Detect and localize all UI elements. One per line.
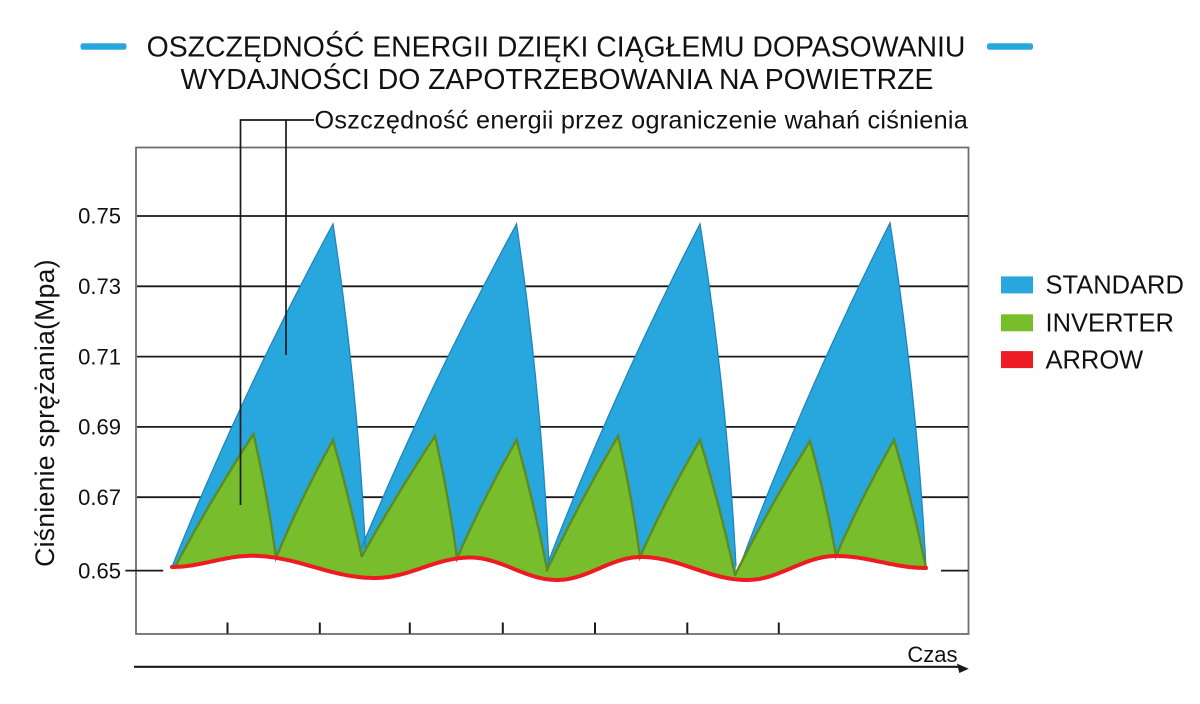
- svg-text:0.69: 0.69: [78, 415, 121, 440]
- svg-text:0.75: 0.75: [78, 204, 121, 229]
- svg-text:WYDAJNOŚCI DO ZAPOTRZEBOWANIA: WYDAJNOŚCI DO ZAPOTRZEBOWANIA NA POWIETR…: [181, 63, 934, 96]
- svg-text:0.73: 0.73: [78, 274, 121, 299]
- svg-text:0.71: 0.71: [78, 344, 121, 369]
- svg-text:0.67: 0.67: [78, 485, 121, 510]
- svg-text:STANDARD: STANDARD: [1046, 272, 1184, 300]
- svg-text:Oszczędność energii przez ogra: Oszczędność energii przez ograniczenie w…: [315, 106, 969, 134]
- svg-text:ARROW: ARROW: [1046, 347, 1144, 375]
- svg-text:Ciśnienie sprężania(Mpa): Ciśnienie sprężania(Mpa): [30, 259, 60, 567]
- svg-text:OSZCZĘDNOŚĆ ENERGII DZIĘKI CIĄ: OSZCZĘDNOŚĆ ENERGII DZIĘKI CIĄGŁEMU DOPA…: [147, 31, 966, 64]
- svg-text:INVERTER: INVERTER: [1046, 310, 1174, 338]
- svg-text:0.65: 0.65: [78, 558, 121, 583]
- svg-text:Czas: Czas: [907, 642, 957, 667]
